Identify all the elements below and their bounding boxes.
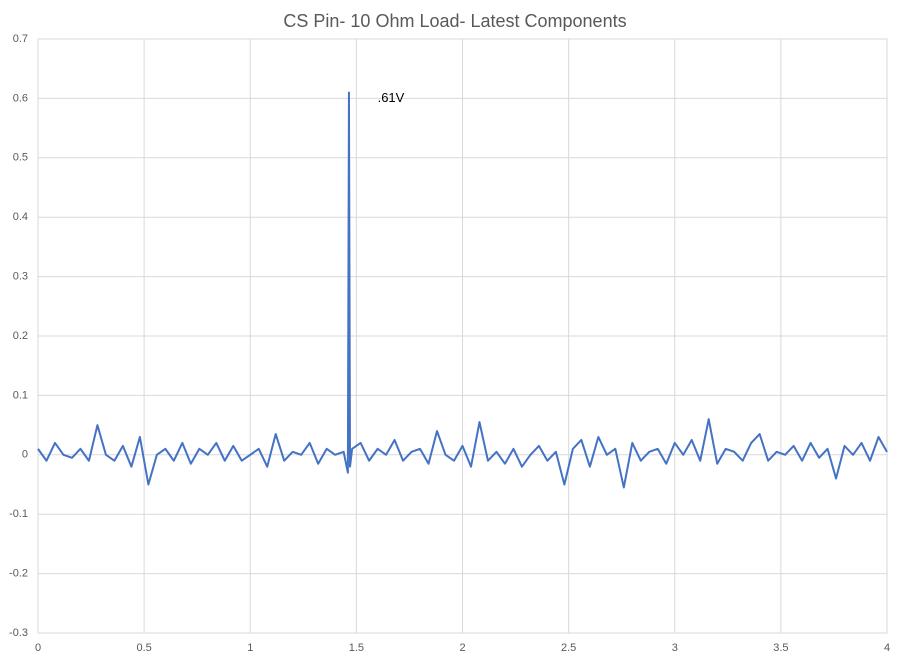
x-tick-label: 2.5	[561, 642, 576, 654]
y-tick-label: 0	[22, 449, 28, 461]
x-tick-label: 3.5	[773, 642, 788, 654]
y-tick-label: 0.2	[13, 330, 28, 342]
chart-title: CS Pin- 10 Ohm Load- Latest Components	[283, 11, 626, 31]
annotation: .61V	[378, 90, 405, 105]
y-tick-label: 0.5	[13, 152, 28, 164]
y-tick-label: 0.1	[13, 389, 28, 401]
x-tick-label: 0	[35, 642, 41, 654]
y-tick-label: 0.3	[13, 271, 28, 283]
x-tick-label: 3	[672, 642, 678, 654]
x-tick-label: 1.5	[349, 642, 364, 654]
y-tick-label: -0.3	[9, 627, 28, 639]
x-tick-label: 2	[459, 642, 465, 654]
y-tick-label: -0.2	[9, 568, 28, 580]
x-tick-label: 4	[884, 642, 890, 654]
x-tick-label: 1	[247, 642, 253, 654]
data-line	[37, 91, 888, 489]
x-tick-label: 0.5	[136, 642, 151, 654]
y-tick-label: 0.4	[13, 211, 28, 223]
y-tick-label: 0.7	[13, 33, 28, 45]
y-tick-label: 0.6	[13, 92, 28, 104]
y-tick-label: -0.1	[9, 508, 28, 520]
